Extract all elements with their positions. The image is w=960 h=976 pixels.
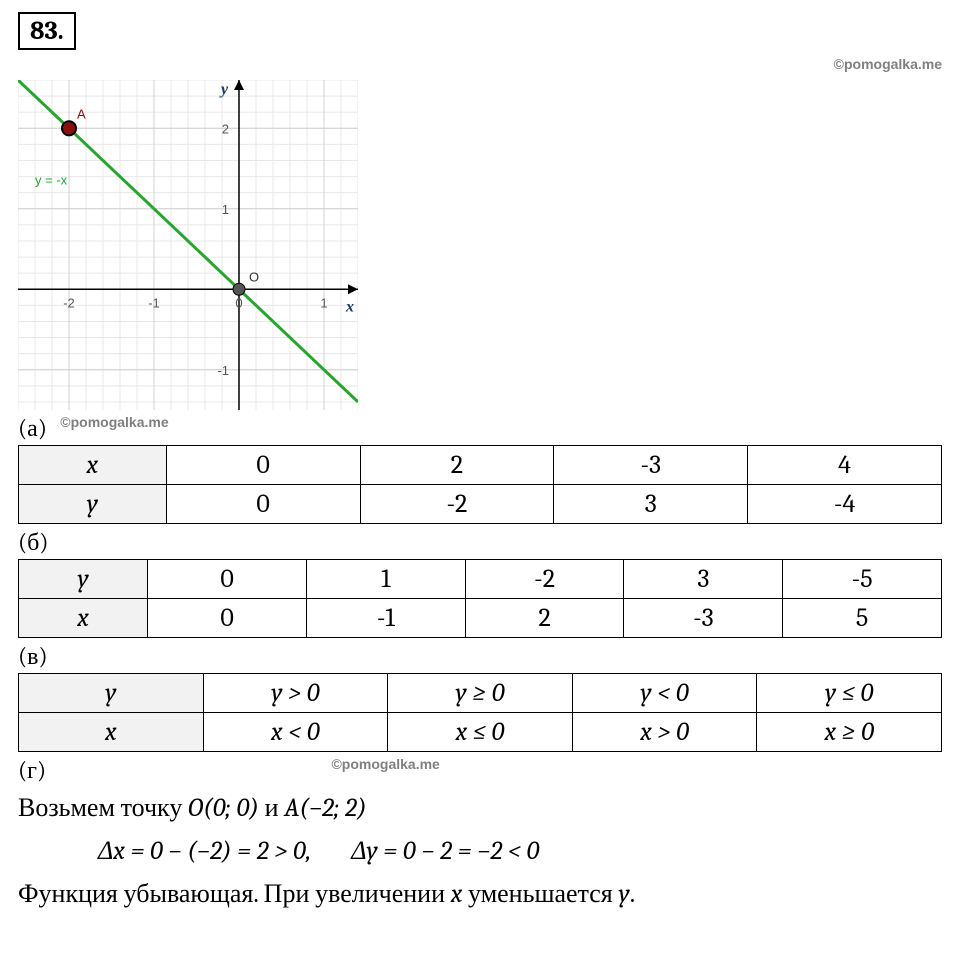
table-cell: -2 xyxy=(465,560,624,599)
chart-container: -2 -1 0 1 -1 1 2 x y Oy = -x A xyxy=(18,80,942,410)
table-cell: -2 xyxy=(360,485,554,524)
svg-text:1: 1 xyxy=(320,295,327,310)
table-cell: -3 xyxy=(624,599,783,638)
table-cell: x > 0 xyxy=(572,713,757,752)
watermark-g: ©pomogalka.me xyxy=(331,756,439,772)
table-cell: -5 xyxy=(783,560,942,599)
svg-text:2: 2 xyxy=(222,121,229,136)
section-g-label: (г) ©pomogalka.me xyxy=(18,756,942,785)
section-v-label: (в) xyxy=(18,642,942,671)
table-cell: 2 xyxy=(465,599,624,638)
table-cell: x ≥ 0 xyxy=(757,713,942,752)
svg-text:y: y xyxy=(219,81,229,98)
table-cell: 3 xyxy=(554,485,748,524)
watermark-top: ©pomogalka.me xyxy=(18,56,942,72)
table-cell: 1 xyxy=(306,560,465,599)
table-cell: -4 xyxy=(748,485,942,524)
table-cell: 0 xyxy=(166,446,360,485)
table-header-cell: x xyxy=(19,446,167,485)
svg-text:O: O xyxy=(249,269,259,284)
table-cell: -1 xyxy=(306,599,465,638)
function-chart: -2 -1 0 1 -1 1 2 x y Oy = -x A xyxy=(18,80,358,410)
table-cell: y ≤ 0 xyxy=(757,674,942,713)
table-header-cell: y xyxy=(19,674,204,713)
table-cell: 5 xyxy=(783,599,942,638)
svg-text:0: 0 xyxy=(235,295,242,310)
watermark-a: ©pomogalka.me xyxy=(60,414,168,430)
table-cell: x ≤ 0 xyxy=(388,713,573,752)
table-cell: y < 0 xyxy=(572,674,757,713)
table-cell: 2 xyxy=(360,446,554,485)
svg-text:-1: -1 xyxy=(148,295,160,310)
table-cell: 0 xyxy=(166,485,360,524)
table-header-cell: x xyxy=(19,599,148,638)
svg-text:x: x xyxy=(345,298,354,315)
section-b-label: (б) xyxy=(18,528,942,557)
table-header-cell: x xyxy=(19,713,204,752)
svg-text:-2: -2 xyxy=(63,295,75,310)
table-cell: 0 xyxy=(148,599,307,638)
table-b: y01-23-5 x0-12-35 xyxy=(18,559,942,638)
table-cell: 3 xyxy=(624,560,783,599)
table-cell: x < 0 xyxy=(203,713,388,752)
text-line-3: Функция убывающая. При увеличении x умен… xyxy=(18,875,942,914)
svg-text:-1: -1 xyxy=(217,363,229,378)
svg-text:A: A xyxy=(77,106,86,121)
table-a: x02-34 y0-23-4 xyxy=(18,445,942,524)
text-line-2: Δx = 0 − (−2) = 2 > 0, Δy = 0 − 2 = −2 <… xyxy=(18,832,942,871)
section-a-label: (а) ©pomogalka.me xyxy=(18,414,942,443)
table-header-cell: y xyxy=(19,560,148,599)
svg-text:1: 1 xyxy=(222,202,229,217)
table-cell: 4 xyxy=(748,446,942,485)
table-cell: y ≥ 0 xyxy=(388,674,573,713)
table-header-cell: y xyxy=(19,485,167,524)
text-line-1: Возьмем точку O(0; 0) и A(−2; 2) xyxy=(18,789,942,828)
svg-text:y = -x: y = -x xyxy=(35,173,68,188)
table-cell: y > 0 xyxy=(203,674,388,713)
table-cell: 0 xyxy=(148,560,307,599)
problem-number: 83. xyxy=(18,12,76,50)
table-v: yy > 0y ≥ 0y < 0y ≤ 0 xx < 0x ≤ 0x > 0x ≥… xyxy=(18,673,942,752)
table-cell: -3 xyxy=(554,446,748,485)
